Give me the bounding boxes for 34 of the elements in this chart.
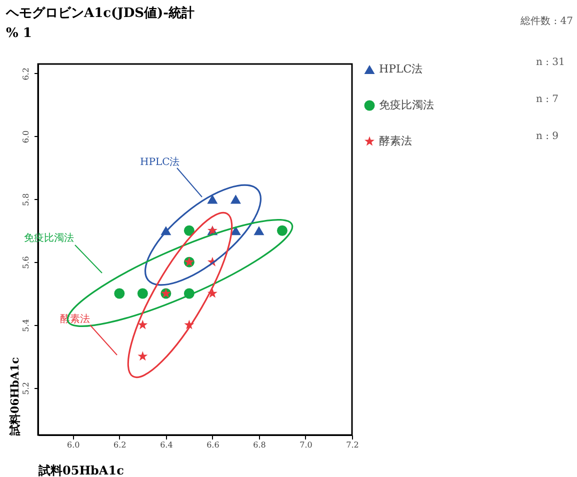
point [137, 288, 148, 299]
point [138, 320, 148, 330]
y-axis-title: 試料06HbA1c [8, 356, 22, 436]
chart-subtitle: % 1 [6, 26, 32, 41]
point [184, 225, 194, 236]
x-tick-label: 7.2 [346, 440, 359, 450]
point [207, 194, 218, 204]
text: n : 7 [536, 94, 559, 105]
y-tick-label: 5.4 [22, 319, 30, 332]
y-tick-label: 5.8 [22, 193, 30, 206]
x-tick-label: 6.8 [253, 440, 266, 450]
y-tick-label: 5.6 [22, 256, 30, 269]
text: 総件数 : 47 [520, 15, 573, 28]
x-tick-label: 6.6 [206, 440, 220, 450]
y-tick-label: 6.0 [22, 130, 30, 144]
text: n : 9 [536, 131, 559, 142]
x-tick-label: 6.2 [114, 440, 126, 450]
legend-label: HPLC法 [379, 62, 423, 76]
y-tick-label: 6.2 [22, 68, 30, 80]
point [254, 226, 264, 236]
x-axis-title: 試料05HbA1c [38, 464, 124, 477]
legend-label: 免疫比濁法 [379, 98, 434, 112]
legend-label: 酵素法 [379, 134, 412, 148]
x-tick-label: 6.0 [67, 440, 80, 450]
x-tick-label: 7.0 [300, 440, 312, 450]
point [230, 194, 241, 204]
text: n : 31 [536, 57, 565, 68]
point [138, 351, 148, 361]
x-tick-label: 6.4 [160, 440, 173, 450]
chart-title: ヘモグロビンA1c(JDS値)-統計 [6, 4, 195, 22]
point [276, 225, 288, 236]
annotation: HPLC法 [140, 156, 180, 169]
y-tick-label: 5.2 [22, 382, 30, 395]
point [114, 288, 125, 299]
